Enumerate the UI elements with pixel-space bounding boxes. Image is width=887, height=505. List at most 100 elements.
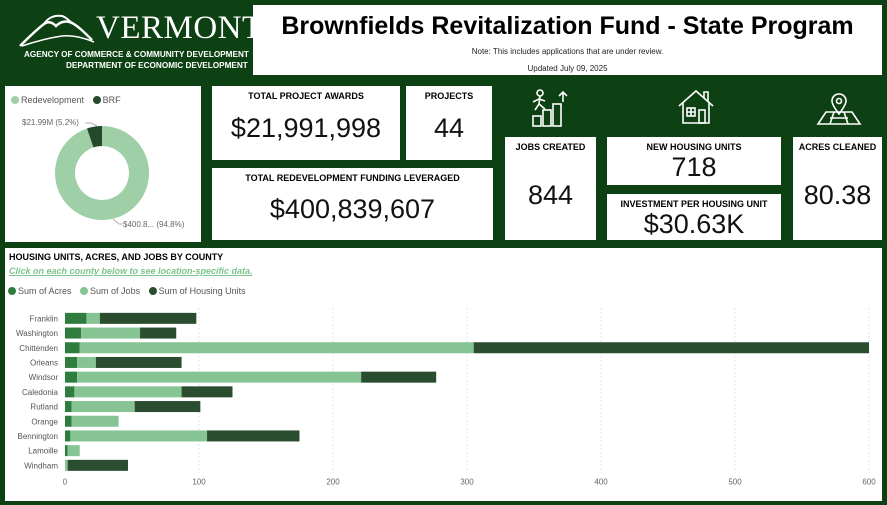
legend-acres[interactable]: Sum of Acres — [8, 286, 72, 296]
bar-segment[interactable] — [134, 401, 201, 413]
vermont-logo: VERMONT AGENCY OF COMMERCE & COMMUNITY D… — [18, 8, 262, 74]
donut-slice-redevelopment[interactable] — [54, 126, 149, 220]
x-tick-label: 300 — [460, 478, 474, 487]
bar-segment[interactable] — [361, 371, 437, 383]
bar-segment[interactable] — [95, 356, 182, 368]
projects-card: PROJECTS 44 — [406, 86, 492, 160]
bar-segment[interactable] — [67, 445, 80, 457]
donut-legend-redevelopment[interactable]: Redevelopment — [11, 95, 84, 105]
bar-segment[interactable] — [71, 401, 135, 413]
x-tick-label: 500 — [728, 478, 742, 487]
bar-segment[interactable] — [65, 327, 82, 339]
legend-jobs[interactable]: Sum of Jobs — [80, 286, 140, 296]
bar-segment[interactable] — [473, 342, 869, 354]
legend-dot-icon — [92, 96, 101, 104]
bar-segment[interactable] — [77, 356, 96, 368]
investment-card: INVESTMENT PER HOUSING UNIT $30.63K — [607, 194, 781, 240]
housing-units-label: NEW HOUSING UNITS — [646, 142, 742, 152]
donut-leader-line — [112, 218, 123, 225]
page-title: Brownfields Revitalization Fund - State … — [281, 12, 854, 40]
y-tick-label[interactable]: Orange — [31, 417, 58, 426]
bar-segment[interactable] — [67, 459, 128, 471]
acres-label: ACRES CLEANED — [798, 142, 877, 152]
y-tick-label[interactable]: Franklin — [30, 314, 58, 323]
county-bar-chart[interactable]: 0 100 200 300 400 500 600 Franklin Washington Chi… — [5, 248, 882, 501]
total-awards-card: TOTAL PROJECT AWARDS $21,991,998 — [212, 86, 400, 160]
legend-dot-icon — [148, 287, 157, 295]
bar-segment[interactable] — [65, 371, 78, 383]
bar-segment[interactable] — [65, 445, 68, 457]
projects-label: PROJECTS — [424, 91, 474, 101]
donut-legend-brf[interactable]: BRF — [92, 95, 121, 105]
bar-segment[interactable] — [65, 415, 72, 427]
investment-value: $30.63K — [643, 209, 745, 239]
x-tick-label: 400 — [594, 478, 608, 487]
chart-legend: Sum of Acres Sum of Jobs Sum of Housing … — [8, 286, 252, 296]
bar-segment[interactable] — [79, 342, 474, 354]
y-tick-label[interactable]: Chittenden — [19, 344, 58, 353]
logo-agency-line: AGENCY OF COMMERCE & COMMUNITY DEVELOPME… — [24, 50, 249, 59]
donut-slice-brf[interactable] — [86, 126, 102, 148]
bar-segment[interactable] — [65, 386, 75, 398]
housing-units-value: 718 — [671, 152, 717, 182]
legend-label: Sum of Housing Units — [158, 286, 246, 296]
bar-segment[interactable] — [65, 459, 68, 471]
legend-housing-units[interactable]: Sum of Housing Units — [148, 286, 246, 296]
chart-title: HOUSING UNITS, ACRES, AND JOBS BY COUNTY — [9, 252, 224, 262]
legend-dot-icon — [8, 287, 16, 295]
bar-segment[interactable] — [140, 327, 177, 339]
donut-legend: Redevelopment BRF — [11, 95, 127, 105]
bar-segment[interactable] — [99, 312, 197, 324]
bar-segment[interactable] — [181, 386, 233, 398]
logo-department-line: DEPARTMENT OF ECONOMIC DEVELOPMENT — [66, 61, 248, 70]
y-tick-label[interactable]: Orleans — [30, 358, 58, 367]
jobs-card: JOBS CREATED 844 — [505, 137, 596, 240]
legend-label: BRF — [102, 95, 121, 105]
bar-segment[interactable] — [71, 415, 119, 427]
donut-chart[interactable]: $21.99M (5.2%) $400.8... (94.8%) — [5, 86, 201, 242]
bar-segment[interactable] — [81, 327, 141, 339]
mountain-logo-icon — [19, 14, 95, 47]
bar-segment[interactable] — [65, 312, 87, 324]
county-bar-chart-card: HOUSING UNITS, ACRES, AND JOBS BY COUNTY… — [5, 248, 882, 501]
updated-date: Updated July 09, 2025 — [527, 64, 608, 73]
bar-segment[interactable] — [65, 356, 78, 368]
header-panel: Brownfields Revitalization Fund - State … — [253, 5, 882, 75]
y-tick-label[interactable]: Lamoille — [28, 447, 58, 456]
donut-leader-line — [85, 122, 98, 127]
x-tick-label: 0 — [63, 478, 68, 487]
house-icon — [678, 89, 714, 124]
y-tick-label[interactable]: Bennington — [18, 432, 58, 441]
bar-segment[interactable] — [207, 430, 300, 442]
funding-donut-card[interactable]: Redevelopment BRF $21.99M (5.2%) $400.8..… — [5, 86, 201, 242]
bar-segment[interactable] — [65, 430, 71, 442]
bar-segment[interactable] — [77, 371, 362, 383]
legend-label: Sum of Acres — [18, 286, 72, 296]
y-tick-label[interactable]: Caledonia — [22, 388, 59, 397]
leveraged-label: TOTAL REDEVELOPMENT FUNDING LEVERAGED — [245, 173, 460, 183]
acres-icon-wrap — [816, 92, 862, 133]
leveraged-card: TOTAL REDEVELOPMENT FUNDING LEVERAGED $4… — [212, 168, 493, 240]
x-tick-label: 200 — [326, 478, 340, 487]
y-tick-label[interactable]: Rutland — [30, 403, 58, 412]
bar-segment[interactable] — [70, 430, 208, 442]
logo-name: VERMONT — [96, 10, 263, 46]
y-tick-label[interactable]: Windham — [24, 461, 58, 470]
x-tick-label: 600 — [862, 478, 876, 487]
legend-dot-icon — [11, 96, 19, 104]
bar-segment[interactable] — [74, 386, 182, 398]
y-tick-label[interactable]: Windsor — [29, 373, 59, 382]
chart-subtitle-link[interactable]: Click on each county below to see locati… — [9, 266, 253, 276]
bar-segment[interactable] — [65, 342, 80, 354]
map-pin-icon — [816, 93, 862, 125]
x-tick-label: 100 — [192, 478, 206, 487]
person-climbing-bars-icon — [532, 89, 568, 127]
projects-value: 44 — [433, 113, 465, 143]
bar-segment[interactable] — [86, 312, 100, 324]
total-awards-value: $21,991,998 — [230, 113, 382, 143]
housing-units-card: NEW HOUSING UNITS 718 — [607, 137, 781, 185]
acres-value: 80.38 — [803, 180, 872, 210]
y-tick-label[interactable]: Washington — [16, 329, 58, 338]
bar-segment[interactable] — [65, 401, 72, 413]
donut-label-redevelopment: $400.8... (94.8%) — [123, 220, 185, 229]
